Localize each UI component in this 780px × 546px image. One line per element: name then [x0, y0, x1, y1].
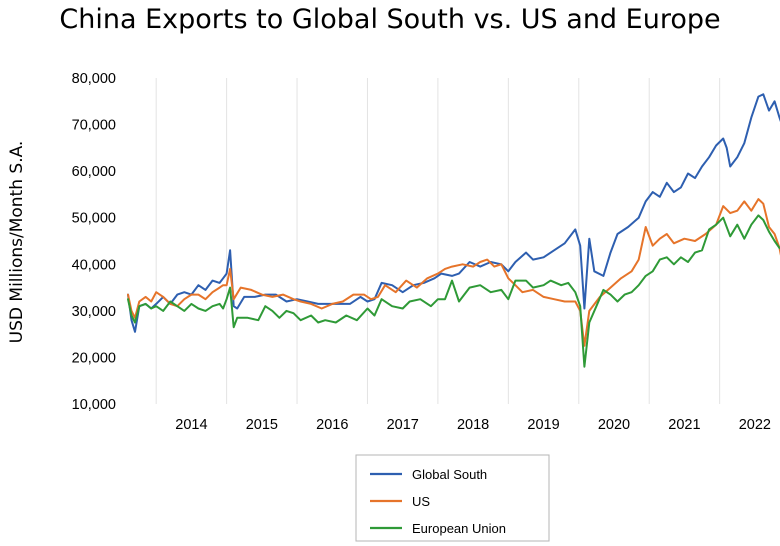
grid-lines: [155, 78, 721, 404]
y-tick-label: 70,000: [72, 118, 116, 134]
x-tick-label: 2021: [668, 417, 700, 433]
y-tick-label: 30,000: [72, 304, 116, 320]
legend-box: [355, 454, 550, 542]
series-lines: [127, 93, 780, 368]
y-tick-label: 20,000: [72, 350, 116, 366]
x-tick-label: 2015: [246, 417, 278, 433]
legend: Global South US European Union: [355, 454, 550, 542]
x-tick-label: 2018: [457, 417, 489, 433]
x-tick-label: 2022: [739, 417, 771, 433]
y-axis-ticks: 10,000 20,000 30,000 40,000 50,000 60,000 70,0…: [72, 71, 116, 413]
legend-label: Global South: [412, 467, 487, 482]
y-tick-label: 10,000: [72, 397, 116, 413]
x-axis-ticks: 2014 2015 2016 2017 2018 2019 2020 2021 2022: [175, 417, 771, 433]
y-tick-label: 40,000: [72, 257, 116, 273]
y-axis-title: USD Millions/Month S.A.: [7, 141, 27, 344]
y-tick-label: 60,000: [72, 164, 116, 180]
x-tick-label: 2020: [598, 417, 630, 433]
legend-label: European Union: [412, 521, 506, 536]
y-tick-label: 80,000: [72, 71, 116, 87]
chart-title: China Exports to Global South vs. US and…: [59, 4, 721, 35]
x-tick-label: 2016: [316, 417, 348, 433]
x-tick-label: 2017: [387, 417, 419, 433]
x-tick-label: 2014: [175, 417, 207, 433]
series-line-global-south: [127, 93, 780, 333]
series-line-us: [127, 198, 780, 347]
legend-label: US: [412, 494, 430, 509]
series-line-european-union: [127, 214, 780, 368]
y-tick-label: 50,000: [72, 211, 116, 227]
x-tick-label: 2019: [527, 417, 559, 433]
